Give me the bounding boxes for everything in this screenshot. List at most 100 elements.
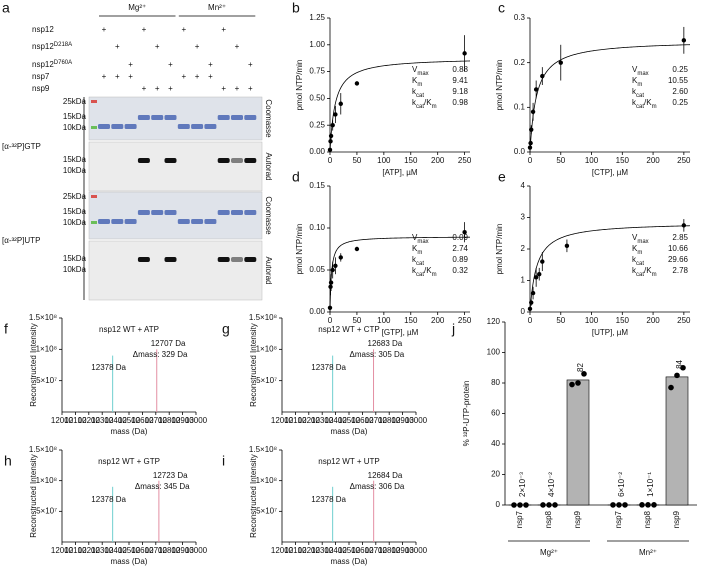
- data-point: [328, 133, 334, 139]
- data-point: [330, 267, 335, 273]
- param-subscript: m: [637, 82, 642, 88]
- param-subscript: cat: [416, 261, 424, 267]
- x-tick-label: 12200: [78, 416, 101, 425]
- data-point: [529, 300, 534, 305]
- param-name: Km: [632, 244, 642, 255]
- gel-band: [124, 219, 137, 224]
- param-symbol: k: [632, 98, 637, 107]
- x-tick-label: 12100: [64, 546, 87, 555]
- x-axis-label: mass (Da): [331, 557, 368, 566]
- y-tick-label: 1.5×10⁸: [29, 313, 57, 322]
- gel-band: [191, 219, 204, 224]
- spectrum-title: nsp12 WT + CTP: [318, 325, 379, 334]
- param-symbol: K: [632, 244, 638, 253]
- marker-label: 10kDa: [63, 265, 87, 274]
- y-tick-label: 20: [491, 470, 500, 479]
- plus-mark: +: [195, 42, 200, 51]
- autorad-band: [137, 158, 150, 163]
- param-name: Vmax: [632, 65, 649, 76]
- row-label: nsp12D218A: [32, 42, 72, 52]
- plus-mark: +: [102, 72, 107, 81]
- data-point: [533, 87, 539, 92]
- x-tick-label: 12100: [284, 546, 307, 555]
- stain-label: Coomasse: [264, 99, 273, 138]
- data-point: [328, 139, 333, 144]
- panel-label: h: [4, 453, 12, 469]
- panel-label: d: [292, 169, 300, 185]
- param-symbol: /K: [424, 98, 432, 107]
- gel-band: [244, 115, 257, 120]
- x-tick-label: 12900: [391, 416, 414, 425]
- replicate-point: [668, 384, 674, 391]
- x-tick-label: 250: [458, 156, 472, 165]
- x-tick-label: 100: [585, 316, 599, 325]
- marker-label: 25kDa: [63, 192, 87, 201]
- ladder-band: [91, 195, 97, 198]
- x-axis-label: [CTP], µM: [592, 168, 629, 177]
- panel-label: g: [222, 321, 230, 337]
- y-tick-label: 5×10⁷: [36, 506, 57, 515]
- x-axis-label: mass (Da): [111, 427, 148, 436]
- plus-mark: +: [128, 60, 133, 69]
- plus-mark: +: [102, 25, 107, 34]
- x-tick-label: 12600: [131, 546, 154, 555]
- x-tick-label: 12700: [365, 546, 388, 555]
- plus-mark: +: [155, 42, 160, 51]
- param-subscript: m: [637, 250, 642, 256]
- value-label: 2×10⁻³: [518, 472, 527, 497]
- x-tick-label: 12000: [271, 546, 294, 555]
- data-point: [681, 38, 687, 43]
- y-tick-label: 5×10⁷: [256, 376, 277, 385]
- param-name: kcat: [412, 255, 424, 266]
- param-value: 10.66: [668, 244, 689, 253]
- row-label: nsp12: [32, 25, 54, 34]
- x-tick-label: 0: [328, 156, 333, 165]
- peak-annotation: 12378 Da: [91, 495, 126, 504]
- gel-band: [124, 124, 137, 129]
- marker-label: 15kDa: [63, 112, 87, 121]
- data-point: [533, 275, 539, 280]
- peak-annotation: 12684 Da: [368, 471, 403, 480]
- x-tick-label: 250: [677, 316, 691, 325]
- param-name: Vmax: [412, 65, 429, 76]
- param-symbol: k: [412, 98, 417, 107]
- param-value: 2.60: [672, 87, 688, 96]
- replicate-point: [569, 381, 575, 388]
- y-tick-label: 0.00: [309, 147, 325, 156]
- data-point: [333, 112, 338, 117]
- x-tick-label: 12500: [338, 546, 361, 555]
- x-tick-label: 12200: [298, 546, 321, 555]
- y-tick-label: 0.15: [309, 181, 325, 190]
- x-tick-label: 0: [528, 156, 533, 165]
- data-point: [338, 255, 343, 260]
- row-superscript: D760A: [54, 60, 72, 66]
- param-symbol: V: [412, 65, 418, 74]
- x-axis-label: [GTP], µM: [382, 328, 419, 337]
- x-tick-label: 12800: [158, 416, 181, 425]
- y-tick-label: 60: [491, 409, 500, 418]
- panel-label: i: [222, 453, 225, 469]
- x-tick-label: 50: [556, 156, 565, 165]
- data-point: [528, 140, 533, 146]
- param-subscript: max: [417, 71, 428, 77]
- data-point: [530, 290, 536, 296]
- x-tick-label: 12000: [271, 416, 294, 425]
- x-tick-label: 12100: [284, 416, 307, 425]
- spectrum-title: nsp12 WT + ATP: [99, 325, 159, 334]
- data-point: [540, 73, 545, 79]
- y-axis-label: Reconstructed Intensity: [29, 323, 38, 407]
- param-subscript: max: [637, 239, 648, 245]
- x-tick-label: 12600: [351, 546, 374, 555]
- row-superscript: D218A: [54, 42, 72, 48]
- replicate-point: [639, 502, 645, 508]
- y-tick-label: 1×10⁸: [256, 476, 277, 485]
- stain-label: Coomasse: [264, 196, 273, 235]
- fit-curve: [329, 60, 471, 152]
- y-tick-label: 120: [487, 317, 501, 326]
- replicate-point: [517, 502, 523, 508]
- y-tick-label: 0.75: [309, 67, 325, 76]
- gel-band: [177, 124, 190, 129]
- plus-mark: +: [221, 84, 226, 93]
- data-point: [462, 230, 467, 235]
